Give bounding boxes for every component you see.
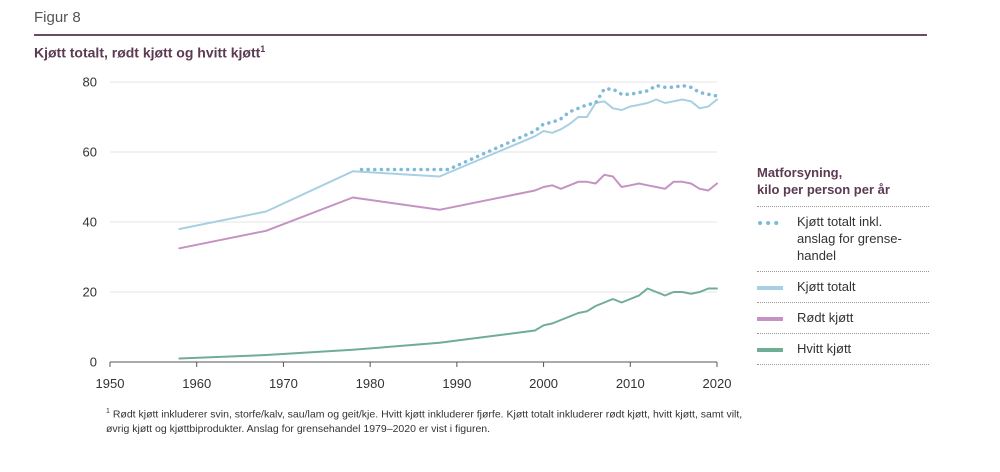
legend-label-line3: handel: [797, 248, 837, 263]
legend: Matforsyning, kilo per person per år Kjø…: [757, 164, 929, 365]
series-line-total-incl-border-trade: [359, 83, 719, 172]
y-tick-label: 40: [83, 215, 97, 230]
x-tick-label: 1980: [356, 376, 385, 391]
footnote-mark: 1: [106, 408, 110, 415]
x-tick-label: 1990: [442, 376, 471, 391]
legend-title-line1: Matforsyning,: [757, 165, 843, 180]
legend-item-total-incl-border-trade: Kjøtt totalt inkl. anslag for grense- ha…: [757, 207, 929, 272]
legend-label-total: Kjøtt totalt: [797, 279, 856, 294]
x-tick-label: 1970: [269, 376, 298, 391]
axes: 0 20 40 60 80 1950 1960 1970 1980 1990 2000 2010 202…: [83, 75, 732, 392]
y-tick-label: 20: [83, 285, 97, 300]
legend-swatch-dotted: [758, 221, 783, 225]
legend-label-total-incl-border-trade: Kjøtt totalt inkl. anslag for grense- ha…: [797, 213, 902, 264]
legend-swatch-solid: [757, 348, 783, 352]
x-tick-label: 2000: [529, 376, 558, 391]
legend-swatch-solid: [757, 286, 783, 290]
figure-label: Figur 8: [34, 9, 81, 26]
x-tick-label: 1960: [182, 376, 211, 391]
chart-title: Kjøtt totalt, rødt kjøtt og hvitt kjøtt1: [34, 44, 265, 61]
y-tick-label: 80: [83, 75, 97, 90]
series-lines: [178, 83, 719, 360]
y-tick-label: 60: [83, 145, 97, 160]
x-tick-label: 2010: [616, 376, 645, 391]
legend-label-white-meat: Hvitt kjøtt: [797, 341, 852, 356]
legend-item-white-meat: Hvitt kjøtt: [757, 334, 929, 365]
footnote: 1 Rødt kjøtt inkluderer svin, storfe/kal…: [106, 405, 746, 436]
legend-item-total: Kjøtt totalt: [757, 272, 929, 303]
footnote-text: Rødt kjøtt inkluderer svin, storfe/kalv,…: [106, 408, 743, 435]
top-divider: [34, 34, 927, 36]
x-tick-label: 1950: [96, 376, 125, 391]
legend-label-line1: Kjøtt totalt inkl.: [797, 214, 883, 229]
y-tick-label: 0: [90, 355, 97, 370]
series-line-white-meat: [178, 287, 718, 360]
series-line-red-meat: [178, 173, 718, 250]
legend-label-line2: anslag for grense-: [797, 231, 902, 246]
x-tick-label: 2020: [703, 376, 732, 391]
legend-title: Matforsyning, kilo per person per år: [757, 164, 929, 207]
series-line-total: [178, 98, 718, 230]
legend-label-red-meat: Rødt kjøtt: [797, 310, 854, 325]
chart-title-text: Kjøtt totalt, rødt kjøtt og hvitt kjøtt: [34, 44, 261, 61]
legend-item-red-meat: Rødt kjøtt: [757, 303, 929, 334]
chart-title-footnote-mark: 1: [260, 44, 266, 54]
legend-title-line2: kilo per person per år: [757, 182, 890, 197]
legend-swatch-solid: [757, 317, 783, 321]
